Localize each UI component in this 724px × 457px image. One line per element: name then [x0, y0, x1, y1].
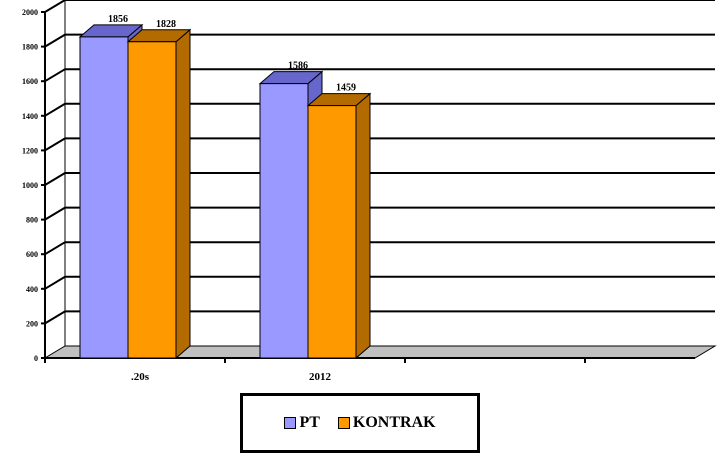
- legend-label-kontrak: KONTRAK: [352, 414, 436, 431]
- data-label: 1459: [336, 83, 356, 94]
- legend: PT KONTRAK: [240, 393, 480, 453]
- bar-side: [355, 92, 371, 360]
- legend-swatch-pt: [284, 417, 297, 429]
- bar: [259, 83, 309, 359]
- x-axis: [44, 357, 695, 363]
- y-tick-label: 0: [34, 354, 38, 363]
- legend-item-pt: PT: [284, 414, 320, 432]
- bar: [127, 41, 177, 359]
- y-tick-label: 600: [26, 250, 38, 259]
- legend-swatch-kontrak: [337, 417, 350, 429]
- data-label: 1856: [108, 14, 128, 25]
- y-tick-label: 800: [26, 216, 38, 225]
- data-labels: 1856 1828 1586 1459: [108, 14, 356, 94]
- bars: [78, 23, 372, 360]
- legend-label-pt: PT: [299, 414, 320, 431]
- bar-side: [175, 28, 191, 360]
- y-tick-label: 200: [26, 319, 38, 328]
- y-tick-label: 1200: [22, 146, 38, 155]
- category-label: .20s: [131, 371, 150, 383]
- y-tick-label: 2000: [22, 8, 38, 17]
- category-labels: .20s 2012: [131, 371, 332, 383]
- bar: [79, 36, 129, 359]
- y-tick-label: 1800: [22, 43, 38, 52]
- gridline: [44, 0, 715, 13]
- data-label: 1586: [288, 61, 308, 72]
- category-label: 2012: [309, 371, 332, 383]
- y-axis: 0 200 400 600 800 1000 1200 1400 1600 1800 2000: [22, 0, 66, 363]
- y-tick-label: 1000: [22, 181, 38, 190]
- y-tick-label: 1600: [22, 77, 38, 86]
- y-tick-label: 400: [26, 285, 38, 294]
- y-tick-label: 1400: [22, 112, 38, 121]
- data-label: 1828: [156, 19, 176, 30]
- bar: [307, 105, 357, 359]
- legend-item-kontrak: KONTRAK: [337, 414, 436, 432]
